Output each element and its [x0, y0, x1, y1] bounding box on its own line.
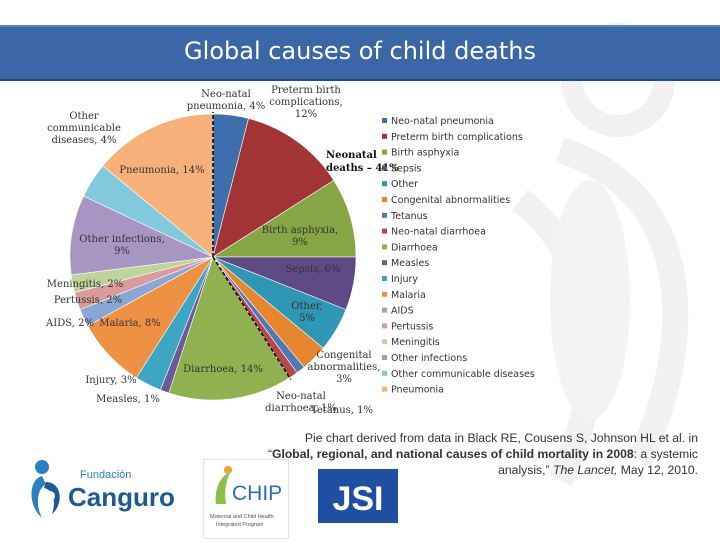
pie-slice-diarrhoea [168, 256, 291, 401]
legend-swatch [382, 323, 387, 329]
source-caption: Pie chart derived from data in Black RE,… [232, 430, 698, 478]
data-label: Sepsis, 6% [286, 264, 341, 275]
legend-label: Meningitis [391, 337, 440, 348]
jsi-logo: JSI [318, 469, 398, 523]
legend-label: Other communicable diseases [391, 369, 535, 380]
title-bar: Global causes of child deaths [0, 25, 720, 81]
data-label: AIDS, 2% [45, 318, 94, 329]
legend-label: Other [391, 179, 418, 190]
legend-swatch [382, 181, 387, 187]
data-label: Birth asphyxia, 9% [262, 225, 339, 248]
logo-jsi-text: JSI [332, 480, 383, 518]
legend-swatch [382, 228, 387, 234]
legend-swatch [382, 118, 387, 123]
data-label: Malaria, 8% [99, 318, 161, 329]
data-label: Other infections, 9% [79, 234, 164, 257]
data-label: Preterm birth complications, 12% [269, 85, 342, 120]
legend-swatch [382, 386, 387, 392]
pie-slice-birth-asphyxia [211, 179, 357, 258]
data-label: Other, 5% [291, 301, 322, 324]
legend-swatch [382, 197, 387, 202]
data-label: Neo-natal pneumonia, 4% [187, 89, 266, 112]
pie-slice-other-infections [69, 195, 215, 276]
legend-label: Pertussis [391, 321, 433, 332]
data-label: Other communicable diseases, 4% [47, 111, 121, 146]
logo-chip-subtitle-1: Maternal and Child Health [210, 514, 274, 520]
legend-swatch [382, 355, 387, 360]
data-label: Tetanus, 1% [311, 405, 373, 416]
legend-label: Diarrhoea [391, 242, 438, 253]
data-label: Congenital abnormalities, 3% [308, 350, 381, 385]
legend-label: AIDS [391, 306, 414, 317]
legend-label: Other infections [391, 353, 467, 364]
data-label: Meningitis, 2% [47, 279, 123, 290]
caption-after-title: : a systemic analysis,” [498, 447, 698, 477]
legend-swatch [382, 276, 387, 281]
caption-article-title: Global, regional, and national causes of… [272, 447, 634, 461]
caption-line-1: Pie chart derived from data in Black RE,… [304, 431, 698, 445]
data-label: Pneumonia, 14% [119, 165, 204, 176]
data-label: Injury, 3% [85, 375, 136, 386]
legend-label: Neo-natal pneumonia [391, 116, 494, 127]
legend-swatch [382, 212, 387, 218]
neonatal-boundary-end [212, 256, 292, 380]
legend-swatch [382, 291, 387, 297]
legend-label: Malaria [391, 290, 426, 301]
legend-label: Measles [391, 258, 429, 269]
data-label: Pertussis, 2% [54, 295, 122, 306]
logo-chip-subtitle-2: Integrated Program [216, 522, 264, 528]
pie-chart: Neo-natal pneumonia, 4%Preterm birth compl… [45, 85, 535, 416]
pie-slice-preterm-birth-complications [212, 118, 335, 258]
data-label: Neo-natal diarrhoea, 1% [265, 391, 337, 414]
caption-quote-open: “ [267, 447, 272, 461]
legend-swatch [382, 165, 387, 171]
legend-label: Sepsis [391, 163, 421, 174]
caption-journal: The Lancet, [553, 463, 618, 477]
legend-swatch [382, 244, 387, 250]
data-label: Measles, 1% [96, 394, 160, 405]
legend-swatch [382, 133, 387, 139]
logo-fundacion-text: Fundación [80, 469, 131, 481]
legend-label: Injury [391, 274, 418, 285]
data-label: Diarrhoea, 14% [183, 364, 263, 375]
page-title: Global causes of child deaths [184, 37, 536, 65]
pie-slice-pneumonia [102, 113, 214, 258]
legend-label: Tetanus [390, 211, 428, 222]
legend-swatch [382, 370, 387, 376]
legend-swatch [382, 339, 387, 345]
chip-logo: CHIP Maternal and Child Health Integrate… [203, 459, 289, 539]
legend-label: Neo-natal diarrhoea [391, 227, 486, 238]
legend-label: Birth asphyxia [391, 148, 459, 159]
fundacion-canguro-logo: Fundación Canguro [31, 460, 175, 518]
legend-swatch [382, 149, 387, 155]
logo-chip-text: CHIP [232, 482, 282, 505]
neonatal-annotation: Neonatal deaths – 41% [326, 150, 399, 174]
logo-canguro-text: Canguro [68, 482, 175, 512]
legend-label: Congenital abnormalities [391, 195, 510, 206]
legend-label: Preterm birth complications [391, 132, 523, 143]
caption-date: May 12, 2010. [617, 463, 698, 477]
legend-swatch [382, 307, 387, 313]
legend-label: Pneumonia [391, 385, 444, 396]
legend-swatch [382, 260, 387, 266]
